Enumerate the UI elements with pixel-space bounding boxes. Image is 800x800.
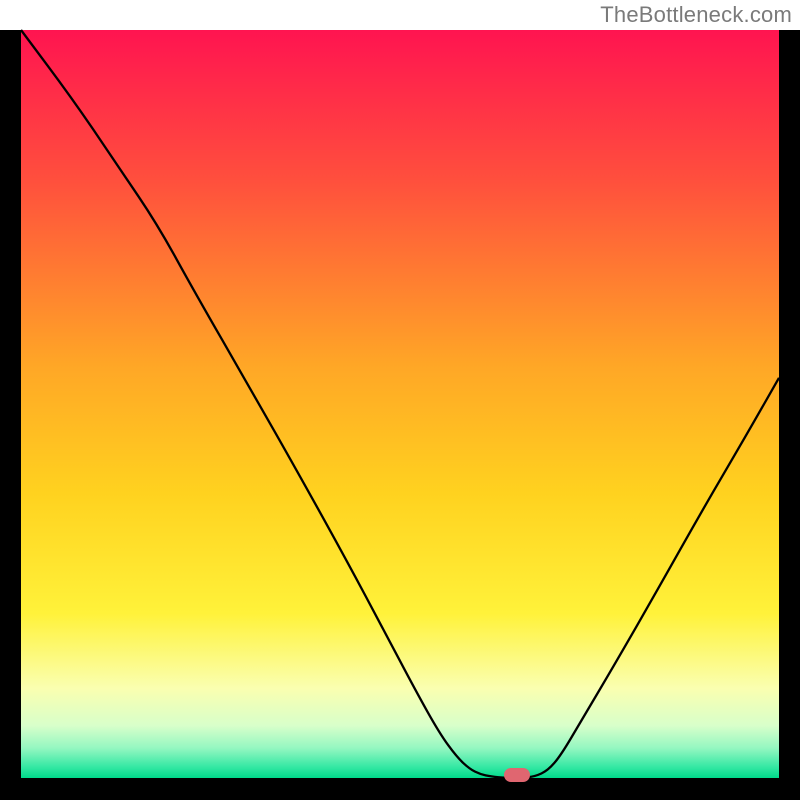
border-left bbox=[0, 30, 21, 778]
border-right bbox=[779, 30, 800, 778]
bottleneck-curve bbox=[21, 30, 779, 778]
border-bottom bbox=[0, 778, 800, 800]
optimal-point-marker bbox=[504, 768, 530, 782]
plot-area bbox=[21, 30, 779, 778]
chart-frame: TheBottleneck.com bbox=[0, 0, 800, 800]
attribution-text: TheBottleneck.com bbox=[600, 2, 792, 28]
